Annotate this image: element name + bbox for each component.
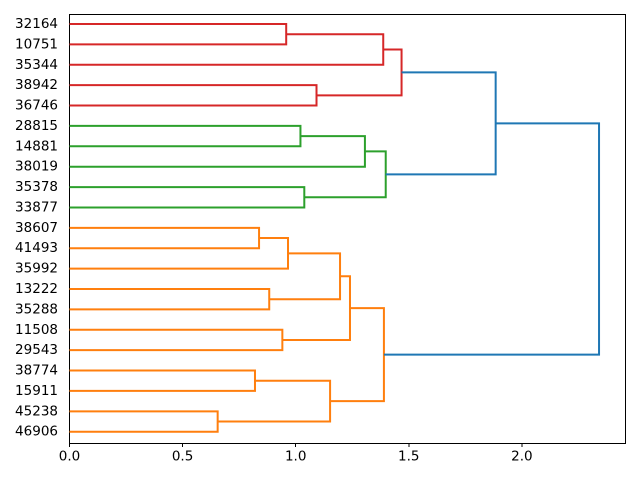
- dendrogram-link: [69, 124, 302, 148]
- x-tick-label: 2.0: [511, 449, 532, 465]
- x-tick-label: 0.5: [172, 449, 193, 465]
- dendrogram-link: [282, 275, 351, 341]
- leaf-label: 13222: [15, 281, 58, 297]
- leaf-label: 46906: [15, 424, 58, 440]
- x-tick-label: 1.0: [285, 449, 306, 465]
- dendrogram-link: [269, 252, 342, 301]
- leaf-label: 11508: [15, 322, 58, 338]
- leaf-label: 32164: [15, 16, 58, 32]
- leaf-label: 35288: [15, 301, 58, 317]
- leaf-label: 28815: [15, 118, 58, 134]
- leaf-label: 35344: [15, 57, 58, 73]
- leaf-label: 35378: [15, 179, 58, 195]
- dendrogram-link: [69, 135, 366, 168]
- leaf-label: 38774: [15, 363, 58, 379]
- x-tick-label: 0.0: [59, 449, 80, 465]
- leaf-label: 45238: [15, 403, 58, 419]
- leaf-label: 41493: [15, 240, 58, 256]
- axes-frame: [69, 14, 626, 444]
- leaf-label: 36746: [15, 98, 58, 114]
- leaf-label: 38942: [15, 77, 58, 93]
- dendrogram-link: [69, 369, 256, 392]
- dendrogram-link: [69, 410, 219, 433]
- leaf-label: 15911: [15, 383, 58, 399]
- leaf-label: 38019: [15, 159, 58, 175]
- leaf-label: 14881: [15, 138, 58, 154]
- leaf-label: 33877: [15, 199, 58, 215]
- x-tick-label: 1.5: [398, 449, 419, 465]
- dendrogram-link: [69, 328, 284, 352]
- leaf-label: 38607: [15, 220, 58, 236]
- leaf-label: 35992: [15, 261, 58, 277]
- dendrogram-link: [69, 237, 290, 270]
- dendrogram-link: [385, 71, 497, 176]
- leaf-label: 10751: [15, 36, 58, 52]
- dendrogram-link: [383, 122, 601, 356]
- dendrogram-link: [330, 307, 385, 403]
- leaf-label: 29543: [15, 342, 58, 358]
